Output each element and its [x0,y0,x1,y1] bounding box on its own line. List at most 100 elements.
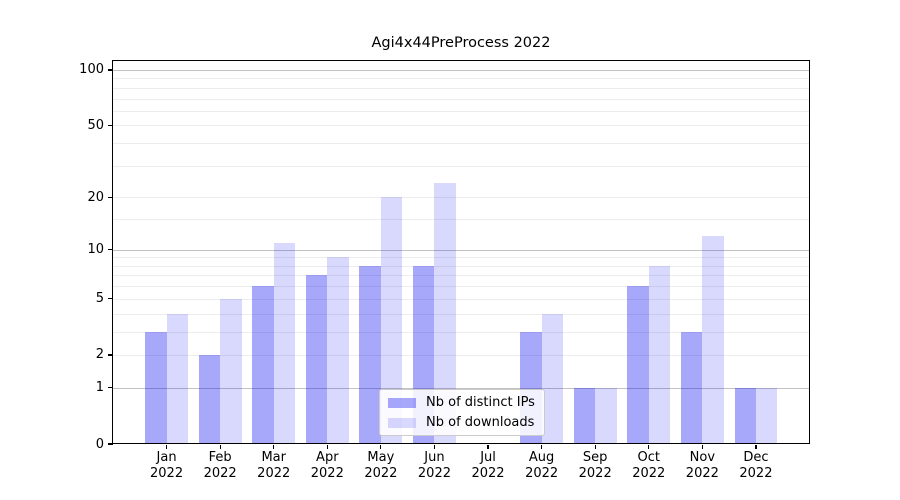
x-tick-label: Feb 2022 [188,450,252,482]
x-tick [380,444,382,450]
x-tick [541,444,543,450]
y-tick [108,354,113,356]
gridline-minor [113,110,810,112]
bar [434,183,456,444]
gridline-minor [113,98,810,100]
x-tick-label: Jan 2022 [135,450,199,482]
x-tick-label-month: Jan [156,450,177,465]
y-tick-label: 2 [95,347,104,363]
gridlines-layer [113,61,810,445]
bar [702,236,724,444]
x-tick [755,444,757,450]
x-tick-label: Mar 2022 [242,450,306,482]
legend-entry: Nb of distinct IPs [388,394,536,411]
bar [327,257,349,444]
x-tick-label-year: 2022 [471,466,505,481]
bar [541,313,563,444]
x-tick-label: Dec 2022 [724,450,788,482]
y-tick-label: 20 [87,189,104,205]
y-tick-label: 10 [87,242,104,258]
gridline-minor [113,286,810,288]
gridline-minor [113,165,810,167]
bar [380,197,403,444]
bar [595,387,617,444]
x-tick-label: Apr 2022 [295,450,359,482]
y-tick [108,298,113,300]
x-tick [165,444,168,450]
x-tick-label-month: Sep [582,450,608,465]
x-tick-label-year: 2022 [417,466,451,481]
y-tick-label: 1 [95,380,104,396]
bar [305,275,328,444]
bar [627,286,649,444]
x-tick [273,444,275,450]
gridline-minor [113,354,810,356]
x-tick-label-month: Aug [528,450,555,465]
gridline-minor [113,257,810,259]
gridline-minor [113,143,810,145]
bar [198,354,221,444]
gridline-major [113,249,810,251]
x-tick-label-year: 2022 [203,466,237,481]
y-tick [108,69,113,71]
gridline-major [113,387,810,389]
bar [573,387,596,444]
legend: Nb of distinct IPs Nb of downloads [379,389,545,436]
x-tick [594,444,596,450]
x-tick-label-month: Dec [743,450,769,465]
x-tick-label: Sep 2022 [563,450,627,482]
bar [220,298,242,444]
x-tick [219,444,221,450]
gridline-minor [113,313,810,315]
x-tick [326,444,328,450]
gridline-minor [113,275,810,277]
x-tick-label-month: Jul [480,450,496,465]
legend-entry-label: Nb of distinct IPs [426,395,535,410]
x-tick-label-year: 2022 [685,466,719,481]
x-tick-label: Nov 2022 [670,450,734,482]
y-tick-label: 50 [87,117,104,133]
bar [359,265,381,444]
bar [273,242,296,444]
x-tick-label-month: Mar [261,450,286,465]
x-tick-label-year: 2022 [310,466,344,481]
legend-entry: Nb of downloads [388,414,536,431]
y-tick [108,249,113,251]
y-tick [108,124,113,126]
y-tick [108,196,113,198]
bars-layer [113,61,810,445]
bar [755,387,778,444]
y-tick-label: 100 [79,62,104,78]
x-tick-label: Aug 2022 [510,450,574,482]
gridline-minor [113,331,810,333]
gridline-minor [113,298,810,300]
x-tick-label-year: 2022 [257,466,291,481]
gridline-minor [113,265,810,267]
x-tick [648,444,650,450]
x-tick-label-month: Apr [316,450,339,465]
x-tick-label: Jun 2022 [402,450,466,482]
gridline-minor [113,78,810,80]
bar [734,387,756,444]
x-tick [433,444,436,450]
x-tick-label-month: May [367,450,395,465]
x-tick [487,444,489,450]
y-tick [108,443,113,445]
legend-entry-label: Nb of downloads [426,415,535,430]
y-tick-label: 0 [95,436,104,452]
x-tick-label-month: Oct [637,450,660,465]
x-tick-label-year: 2022 [739,466,773,481]
gridline-major [113,69,810,71]
x-tick-label: Oct 2022 [617,450,681,482]
bar [648,265,671,444]
chart-title: Agi4x44PreProcess 2022 [371,35,551,51]
x-tick-label-year: 2022 [578,466,612,481]
gridline-minor [113,125,810,127]
legend-swatch [388,417,416,428]
bar [166,313,188,444]
x-tick-label-month: Nov [689,450,716,465]
y-tick-label: 5 [95,291,104,307]
bar [145,331,167,444]
x-tick-label-year: 2022 [364,466,398,481]
y-tick [108,387,113,389]
